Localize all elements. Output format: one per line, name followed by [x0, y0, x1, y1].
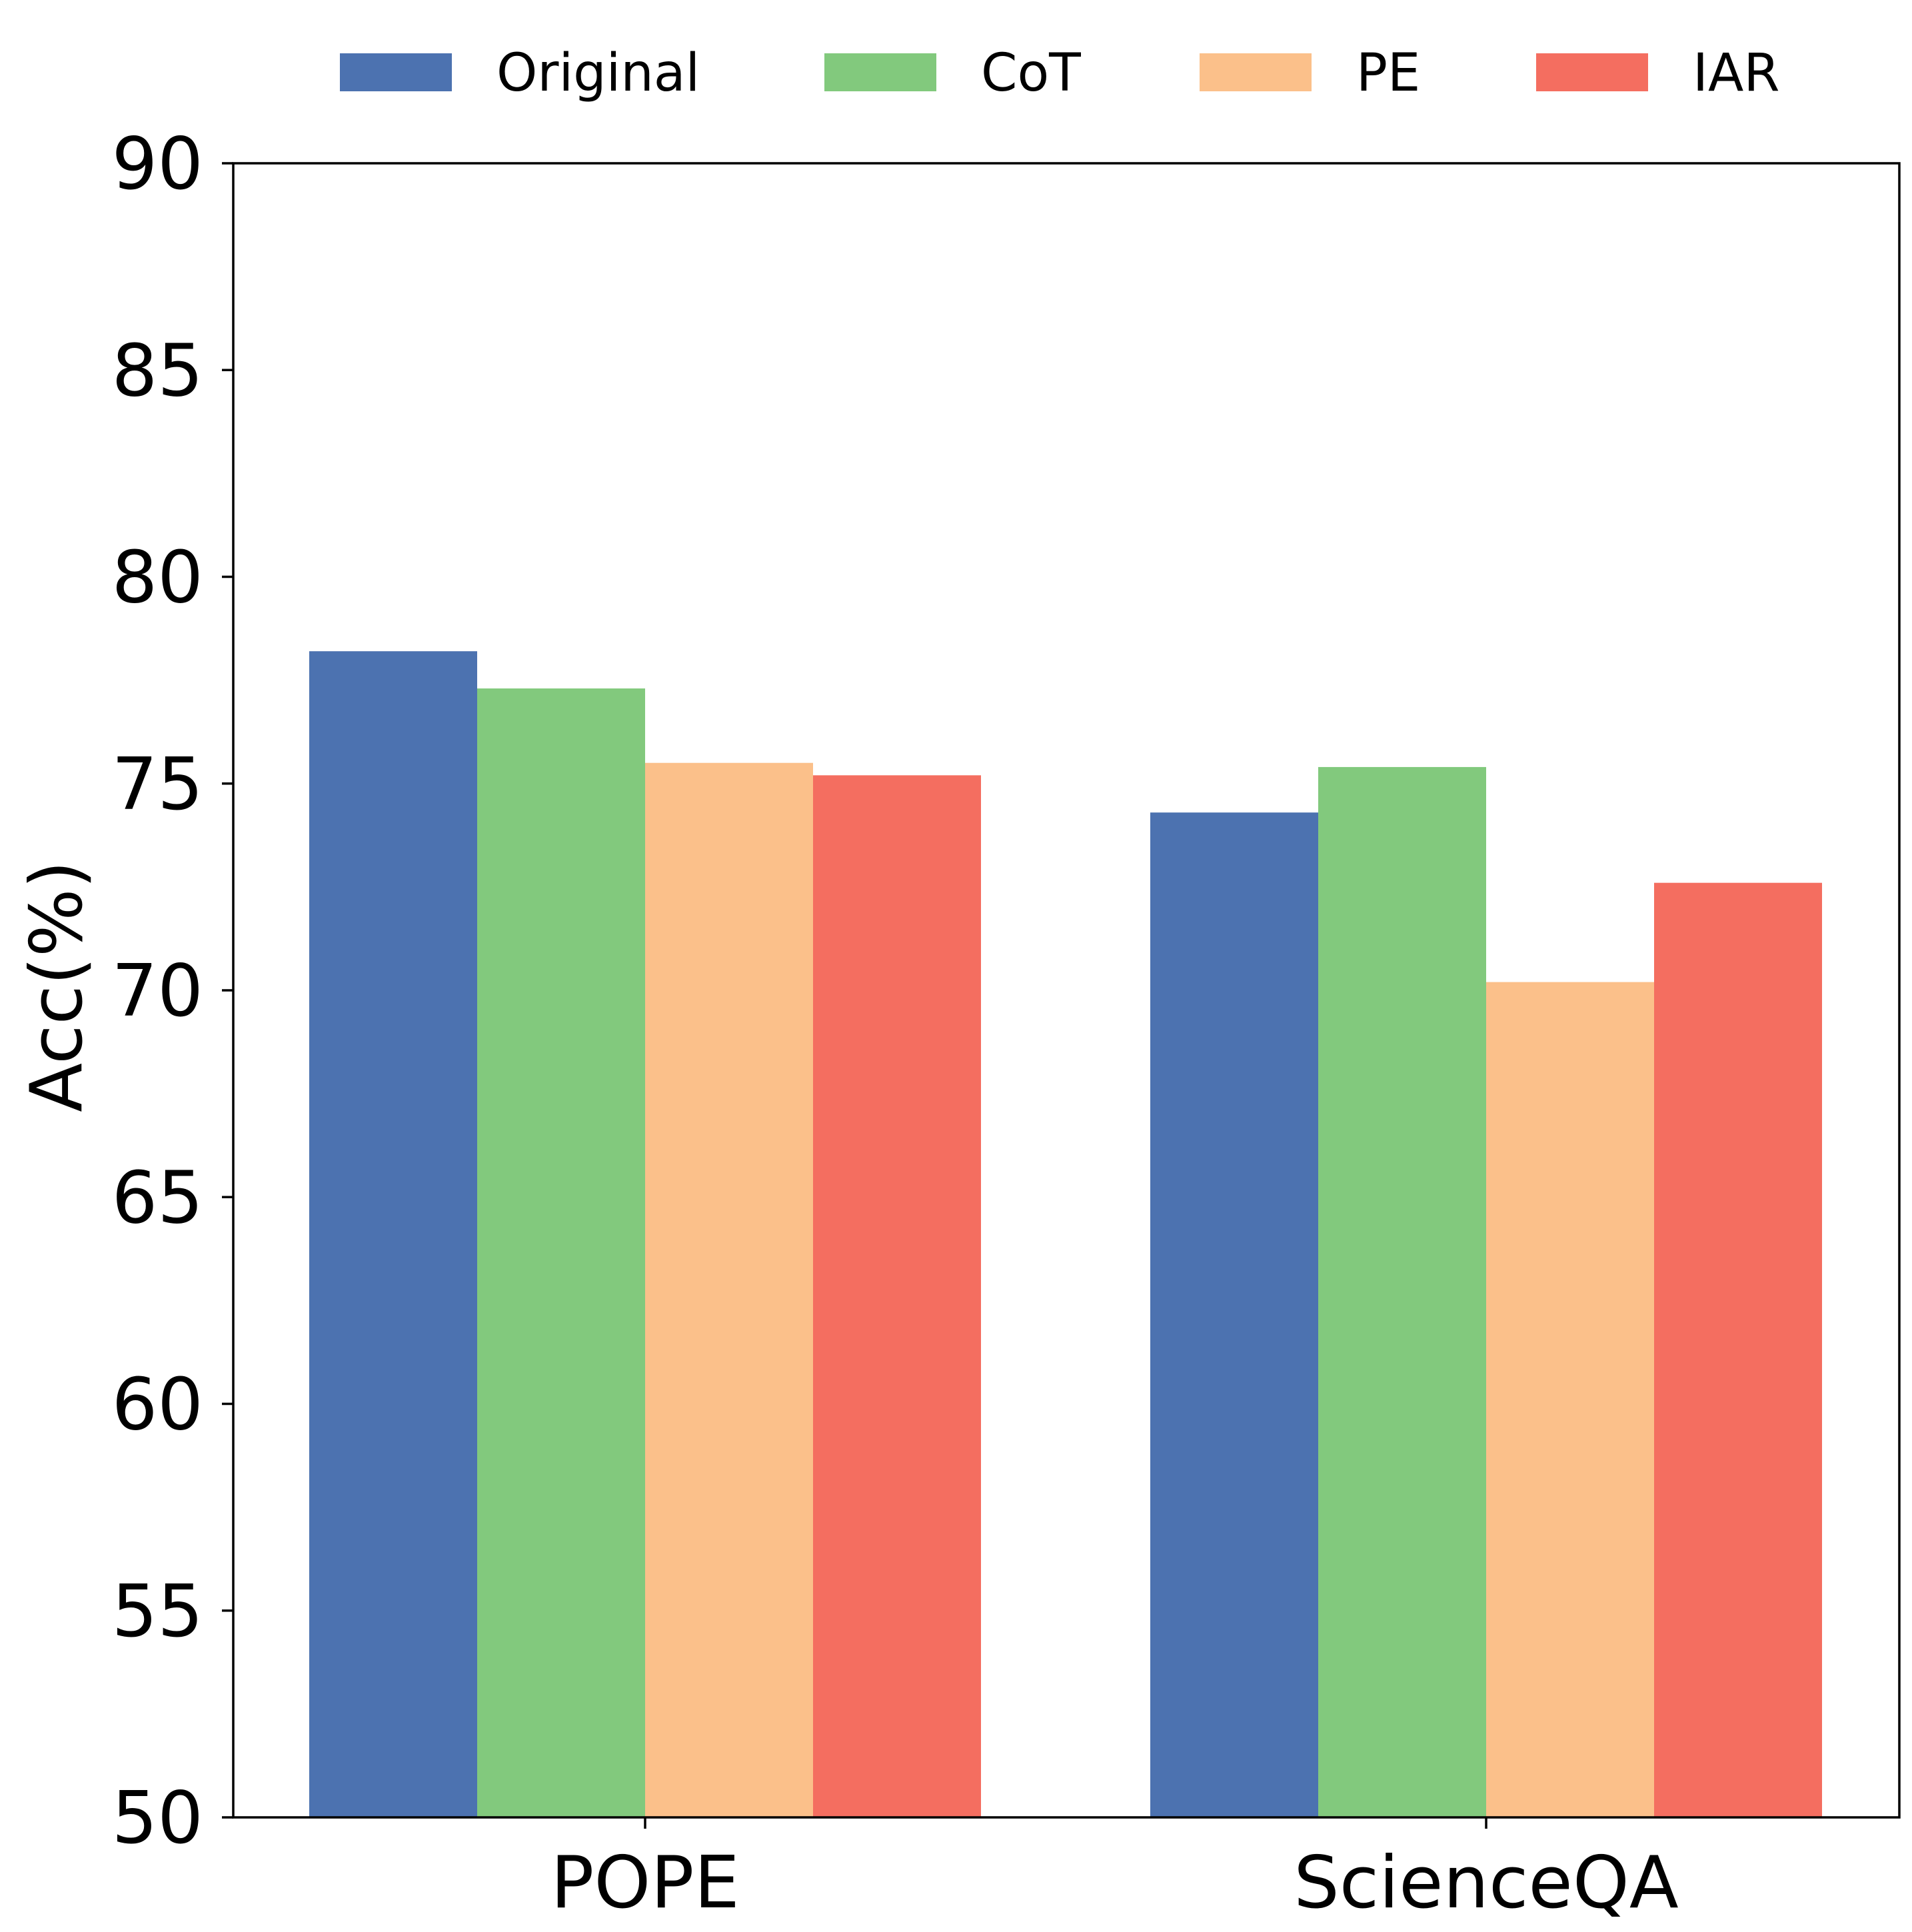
y-tick-label: 70	[112, 950, 203, 1033]
y-tick-label: 55	[112, 1570, 203, 1653]
bar-pe-pope	[645, 762, 813, 1817]
y-tick-label: 65	[112, 1156, 203, 1240]
bar-iar-pope	[813, 775, 981, 1817]
legend-swatch	[340, 53, 452, 91]
legend-swatch	[1200, 53, 1312, 91]
bar-cot-pope	[477, 688, 645, 1817]
bar-pe-scienceqa	[1486, 982, 1654, 1817]
legend-item-original: Original	[340, 43, 700, 103]
legend-label: CoT	[981, 43, 1081, 103]
bar-original-pope	[309, 651, 477, 1818]
legend-item-iar: IAR	[1536, 43, 1780, 103]
legend-label: IAR	[1693, 43, 1780, 103]
y-axis-title: Acc(%)	[15, 860, 99, 1112]
legend-swatch	[1536, 53, 1648, 91]
bar-iar-scienceqa	[1654, 882, 1822, 1817]
bar-original-scienceqa	[1150, 812, 1318, 1817]
axes: 50 55 60 65 70 75 80 85 90 POPE ScienceQA	[112, 123, 1901, 1925]
legend-label: PE	[1356, 43, 1420, 103]
y-tick-label: 85	[112, 329, 203, 413]
y-tick-label: 90	[112, 123, 203, 206]
y-tick-label: 80	[112, 536, 203, 620]
legend-item-cot: CoT	[824, 43, 1081, 103]
legend-item-pe: PE	[1200, 43, 1420, 103]
y-tick-label: 50	[112, 1777, 203, 1860]
y-tick-label: 75	[112, 743, 203, 826]
x-category-label: POPE	[550, 1841, 740, 1925]
bars	[309, 651, 1822, 1818]
x-category-label: ScienceQA	[1294, 1841, 1679, 1925]
legend: Original CoT PE IAR	[340, 43, 1780, 103]
legend-swatch	[824, 53, 936, 91]
legend-label: Original	[496, 43, 700, 103]
bar-cot-scienceqa	[1318, 766, 1486, 1817]
y-tick-label: 60	[112, 1364, 203, 1447]
